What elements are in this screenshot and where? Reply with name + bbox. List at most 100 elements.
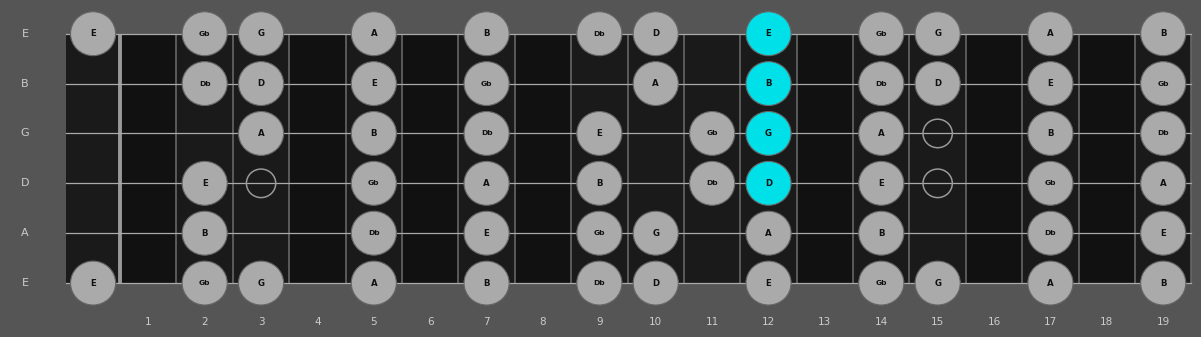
Ellipse shape xyxy=(576,112,622,155)
Text: B: B xyxy=(22,79,29,89)
Text: 3: 3 xyxy=(258,317,264,327)
Text: Gb: Gb xyxy=(199,280,210,286)
Bar xyxy=(515,34,572,283)
Text: Gb: Gb xyxy=(368,180,380,186)
Ellipse shape xyxy=(746,261,791,305)
Ellipse shape xyxy=(239,112,283,155)
Text: 15: 15 xyxy=(931,317,944,327)
Ellipse shape xyxy=(183,62,227,105)
Text: E: E xyxy=(22,278,29,288)
Ellipse shape xyxy=(1141,261,1185,305)
Text: A: A xyxy=(371,279,377,287)
Ellipse shape xyxy=(859,112,904,155)
Ellipse shape xyxy=(351,112,396,155)
Ellipse shape xyxy=(1028,261,1072,305)
Ellipse shape xyxy=(576,261,622,305)
Ellipse shape xyxy=(915,62,961,105)
Text: Gb: Gb xyxy=(1158,81,1169,87)
Text: G: G xyxy=(20,128,29,139)
Text: Db: Db xyxy=(480,130,492,136)
Text: Db: Db xyxy=(368,230,380,236)
Text: A: A xyxy=(652,79,659,88)
Text: A: A xyxy=(1160,179,1166,188)
Ellipse shape xyxy=(859,12,904,56)
Text: E: E xyxy=(202,179,208,188)
Bar xyxy=(289,34,346,283)
Text: B: B xyxy=(1160,279,1166,287)
Text: D: D xyxy=(652,29,659,38)
Ellipse shape xyxy=(689,161,735,205)
Text: Gb: Gb xyxy=(593,230,605,236)
Ellipse shape xyxy=(1141,211,1185,255)
Bar xyxy=(120,34,177,283)
Text: 16: 16 xyxy=(987,317,1000,327)
Text: 17: 17 xyxy=(1044,317,1057,327)
Ellipse shape xyxy=(859,211,904,255)
Text: Db: Db xyxy=(706,180,718,186)
Text: 2: 2 xyxy=(202,317,208,327)
Text: Gb: Gb xyxy=(1045,180,1056,186)
Text: A: A xyxy=(258,129,264,138)
Text: B: B xyxy=(765,79,772,88)
Text: 1: 1 xyxy=(145,317,151,327)
Text: 14: 14 xyxy=(874,317,888,327)
Text: D: D xyxy=(765,179,772,188)
Text: A: A xyxy=(22,228,29,238)
Text: A: A xyxy=(371,29,377,38)
Text: Db: Db xyxy=(593,31,605,37)
Text: A: A xyxy=(1047,29,1053,38)
Text: B: B xyxy=(1047,129,1053,138)
Text: Gb: Gb xyxy=(706,130,718,136)
Bar xyxy=(1078,34,1135,283)
Text: Gb: Gb xyxy=(876,280,888,286)
Ellipse shape xyxy=(1028,62,1072,105)
Ellipse shape xyxy=(464,261,509,305)
Text: G: G xyxy=(652,229,659,238)
Text: B: B xyxy=(483,279,490,287)
Text: 8: 8 xyxy=(539,317,546,327)
Text: 6: 6 xyxy=(426,317,434,327)
Text: Db: Db xyxy=(1045,230,1056,236)
Ellipse shape xyxy=(183,12,227,56)
Text: E: E xyxy=(766,29,771,38)
Ellipse shape xyxy=(1141,112,1185,155)
Text: A: A xyxy=(1047,279,1053,287)
Text: Gb: Gb xyxy=(480,81,492,87)
Ellipse shape xyxy=(746,12,791,56)
Ellipse shape xyxy=(1028,112,1072,155)
Ellipse shape xyxy=(183,211,227,255)
Text: D: D xyxy=(20,178,29,188)
Ellipse shape xyxy=(576,12,622,56)
Text: A: A xyxy=(765,229,772,238)
Ellipse shape xyxy=(633,261,679,305)
Text: E: E xyxy=(597,129,602,138)
Text: 18: 18 xyxy=(1100,317,1113,327)
Text: Db: Db xyxy=(876,81,888,87)
Text: Db: Db xyxy=(593,280,605,286)
Text: E: E xyxy=(371,79,377,88)
Text: E: E xyxy=(1160,229,1166,238)
Text: D: D xyxy=(934,79,942,88)
Bar xyxy=(402,34,459,283)
Ellipse shape xyxy=(464,12,509,56)
Ellipse shape xyxy=(689,112,735,155)
Ellipse shape xyxy=(915,12,961,56)
Ellipse shape xyxy=(859,261,904,305)
Ellipse shape xyxy=(71,261,115,305)
Text: A: A xyxy=(878,129,885,138)
Text: B: B xyxy=(596,179,603,188)
Ellipse shape xyxy=(183,261,227,305)
Text: A: A xyxy=(483,179,490,188)
Text: D: D xyxy=(257,79,264,88)
Text: 4: 4 xyxy=(315,317,321,327)
Ellipse shape xyxy=(464,161,509,205)
Text: G: G xyxy=(934,29,942,38)
Text: 10: 10 xyxy=(650,317,662,327)
Ellipse shape xyxy=(576,161,622,205)
Text: 5: 5 xyxy=(371,317,377,327)
Ellipse shape xyxy=(859,62,904,105)
Ellipse shape xyxy=(746,112,791,155)
Text: B: B xyxy=(202,229,208,238)
Ellipse shape xyxy=(464,211,509,255)
Ellipse shape xyxy=(633,12,679,56)
